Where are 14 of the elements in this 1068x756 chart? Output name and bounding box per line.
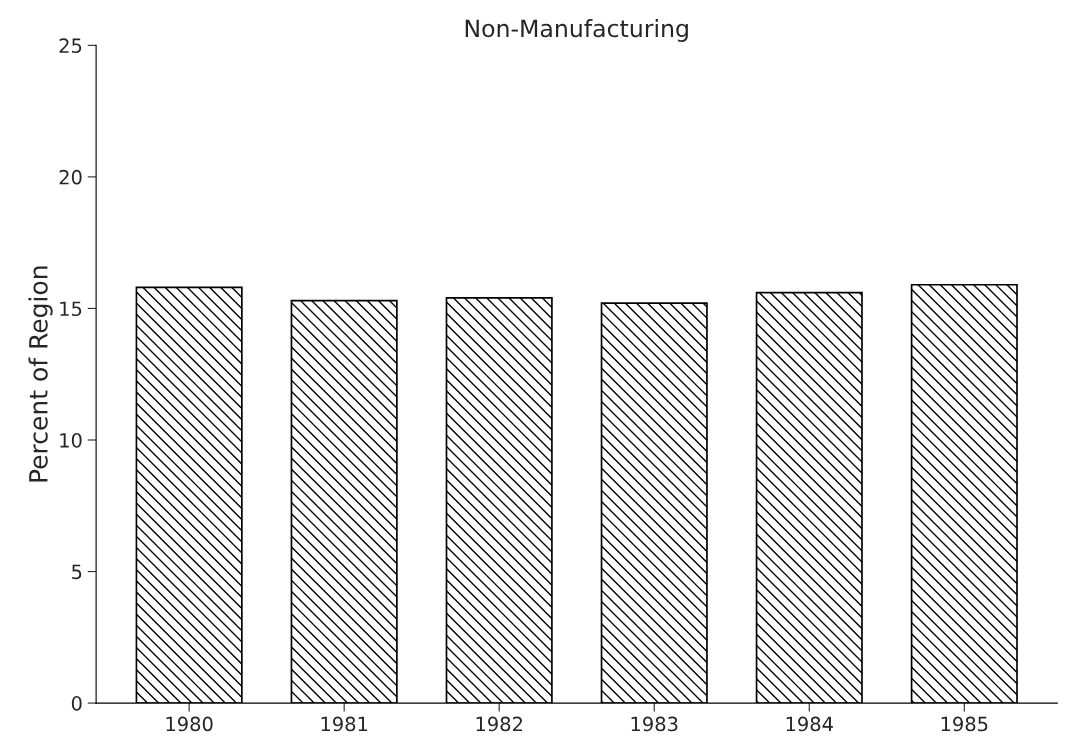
chart-title: Non-Manufacturing [465,19,688,42]
x-tick-label: 1981 [321,716,368,732]
y-tick-label: 5 [72,564,82,580]
y-tick-label: 20 [59,169,82,185]
x-tick-label: 1982 [476,716,522,732]
y-axis-title: Percent of Region [28,266,53,482]
y-tick-label: 0 [71,696,82,711]
x-tick-label: 1985 [941,716,988,732]
y-tick-label: 15 [60,301,82,317]
x-tick-label: 1983 [631,716,678,732]
x-tick-label: 1984 [786,716,833,732]
x-tick-label: 1980 [166,716,213,732]
y-tick-label: 10 [60,432,82,448]
y-tick-label: 25 [59,38,82,54]
